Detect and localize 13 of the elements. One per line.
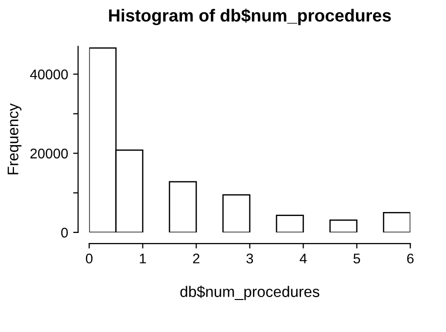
x-tick-label: 5	[353, 254, 360, 264]
x-tick-label: 2	[193, 254, 200, 264]
x-tick-label: 0	[86, 254, 93, 264]
y-tick-label: 20000	[30, 148, 68, 158]
x-tick-label: 3	[246, 254, 254, 264]
y-tick-label: 40000	[30, 70, 68, 80]
x-axis-title: db$num_procedures	[180, 286, 320, 300]
x-tick-label: 6	[407, 254, 414, 264]
chart-title: Histogram of db$num_procedures	[109, 8, 391, 26]
y-axis-title: Frequency	[8, 103, 22, 174]
x-tick-label: 4	[300, 254, 307, 264]
x-tick-label: 1	[140, 254, 146, 264]
y-tick-label: 0	[61, 228, 68, 238]
